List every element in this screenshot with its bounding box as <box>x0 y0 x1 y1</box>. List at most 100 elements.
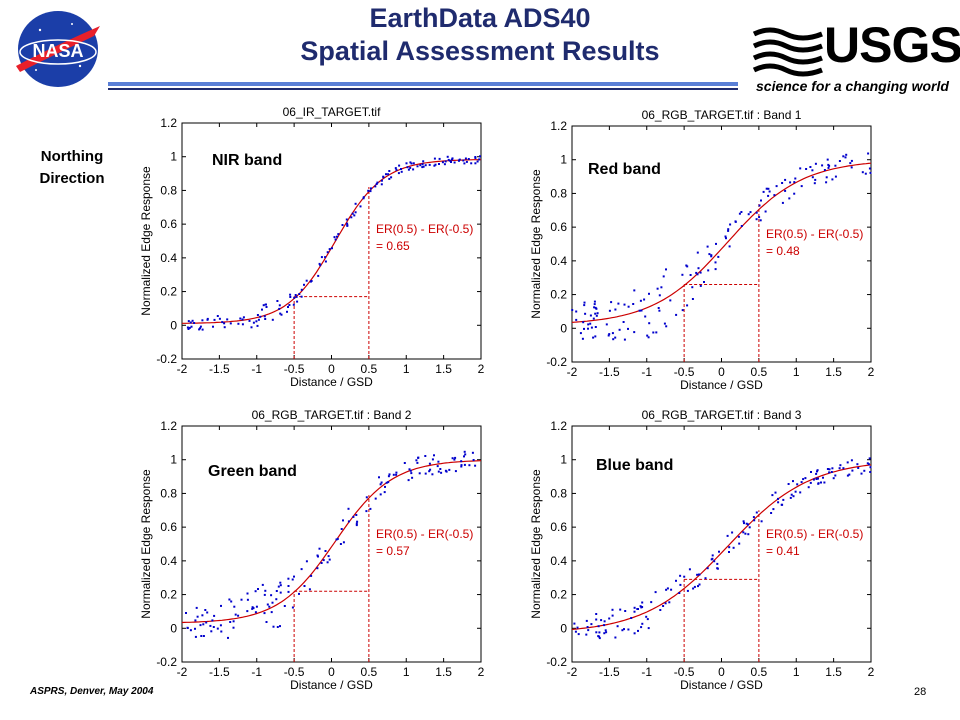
data-point <box>234 613 237 616</box>
data-point <box>400 168 402 170</box>
data-point <box>287 577 290 580</box>
data-point <box>777 497 779 500</box>
data-point <box>342 519 344 522</box>
data-point <box>303 283 305 286</box>
data-point <box>266 603 269 606</box>
data-point <box>715 242 717 245</box>
data-point <box>467 158 470 160</box>
data-point <box>644 315 647 318</box>
data-point <box>410 472 413 475</box>
data-point <box>422 160 425 163</box>
y-tick-label: 1.2 <box>550 119 567 133</box>
data-point <box>202 635 205 637</box>
data-point <box>598 631 601 634</box>
er-annotation-line-1: ER(0.5) - ER(-0.5) <box>766 527 863 541</box>
data-point <box>618 328 621 331</box>
data-point <box>612 338 615 341</box>
data-point <box>305 560 308 563</box>
data-point <box>640 309 643 312</box>
data-point <box>220 604 222 607</box>
data-point <box>187 328 190 330</box>
data-point <box>369 190 372 193</box>
data-point <box>793 181 796 184</box>
data-point <box>774 491 777 494</box>
y-tick-label: 0.4 <box>550 254 567 268</box>
data-point <box>707 269 710 272</box>
data-point <box>275 598 278 601</box>
data-point <box>265 621 268 623</box>
data-point <box>822 476 824 479</box>
data-point <box>230 600 233 603</box>
data-point <box>781 201 784 204</box>
data-point <box>387 475 390 478</box>
data-point <box>383 491 386 494</box>
data-point <box>195 606 198 609</box>
data-point <box>272 625 275 628</box>
data-point <box>658 309 661 312</box>
data-point <box>279 591 282 594</box>
x-axis-title: Distance / GSD <box>290 678 373 692</box>
data-point <box>633 632 636 635</box>
data-point <box>607 334 610 337</box>
data-point <box>278 307 281 310</box>
data-point <box>341 224 344 226</box>
data-point <box>189 321 192 324</box>
data-point <box>692 587 695 590</box>
data-point <box>794 177 797 180</box>
data-point <box>681 273 684 276</box>
data-point <box>608 333 611 336</box>
data-point <box>810 471 812 473</box>
data-point <box>662 605 665 607</box>
data-point <box>696 251 699 254</box>
data-point <box>201 319 204 322</box>
data-point <box>582 321 585 324</box>
data-point <box>434 163 437 166</box>
data-point <box>237 614 240 617</box>
data-point <box>227 636 229 639</box>
data-point <box>378 476 380 479</box>
data-point <box>324 256 327 259</box>
data-point <box>400 170 403 173</box>
er-annotation-line-1: ER(0.5) - ER(-0.5) <box>766 227 863 241</box>
data-point <box>457 159 460 162</box>
data-point <box>614 308 617 311</box>
data-point <box>431 473 434 476</box>
data-point <box>254 611 257 614</box>
y-tick-label: 0.8 <box>550 186 567 200</box>
data-point <box>857 467 860 469</box>
data-point <box>221 321 224 324</box>
data-point <box>662 275 665 278</box>
data-point <box>264 318 267 320</box>
data-point <box>758 216 761 219</box>
data-point <box>844 156 847 159</box>
data-point <box>474 162 477 165</box>
data-point <box>585 633 588 636</box>
data-point <box>354 202 357 205</box>
data-point <box>437 470 440 473</box>
data-point <box>185 612 187 614</box>
data-point <box>248 319 251 322</box>
data-point <box>187 320 190 323</box>
chart-panel-4: 06_RGB_TARGET.tif : Band 3 -2 -1.5 -1 -0.5 0 0… <box>529 408 875 692</box>
band-label: Red band <box>588 161 661 178</box>
data-point <box>464 157 467 160</box>
data-point <box>385 173 387 176</box>
data-point <box>270 594 273 597</box>
data-point <box>758 204 761 207</box>
data-point <box>340 528 343 530</box>
data-point <box>431 458 434 461</box>
data-point <box>460 460 463 463</box>
data-point <box>850 459 853 462</box>
data-point <box>573 622 576 625</box>
data-point <box>850 159 853 162</box>
band-label: NIR band <box>212 152 282 169</box>
data-point <box>256 314 259 316</box>
data-point <box>291 578 294 581</box>
er-annotation-line-1: ER(0.5) - ER(-0.5) <box>376 222 473 236</box>
data-point <box>448 468 451 471</box>
data-point <box>263 593 266 596</box>
data-point <box>316 554 319 557</box>
er-annotation-line-2: = 0.57 <box>376 544 410 558</box>
chart-title: 06_IR_TARGET.tif <box>283 105 381 119</box>
data-point <box>665 588 668 591</box>
